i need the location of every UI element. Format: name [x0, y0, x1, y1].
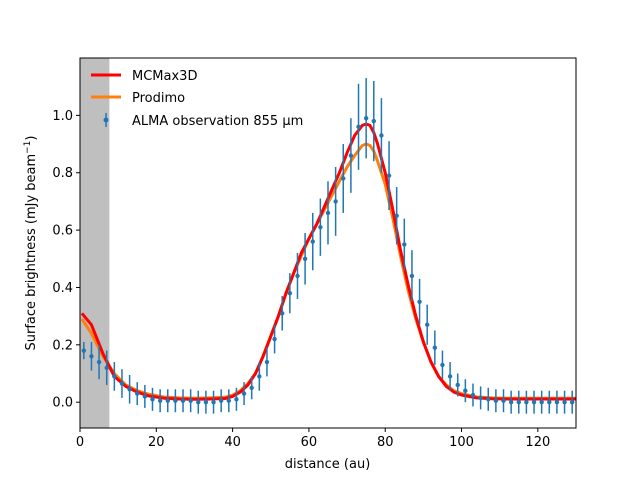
- data-point: [249, 385, 254, 391]
- data-point: [425, 322, 430, 327]
- shaded-region: [80, 58, 110, 428]
- data-point: [409, 273, 415, 279]
- y-axis: 0.0 0.2 0.4 0.6 0.8 1.0: [52, 109, 80, 411]
- x-axis: 0 20 40 60 80 100 120: [76, 428, 550, 450]
- data-point: [142, 394, 148, 399]
- data-point: [112, 374, 117, 379]
- data-point: [165, 398, 170, 403]
- series-group: [80, 78, 576, 414]
- data-point: [371, 118, 376, 124]
- y-tick-label: 1.0: [52, 109, 73, 124]
- data-point: [81, 348, 87, 353]
- y-tick-label: 0.6: [52, 224, 73, 239]
- data-point: [455, 382, 460, 388]
- data-point: [569, 399, 575, 405]
- data-point: [447, 374, 453, 379]
- data-point: [203, 399, 209, 405]
- data-point: [341, 176, 346, 181]
- data-point: [363, 116, 369, 121]
- plot-frame: [79, 57, 577, 429]
- legend-label: Prodimo: [132, 91, 185, 106]
- x-tick-label: 80: [377, 435, 394, 450]
- data-point: [241, 391, 247, 396]
- data-point: [508, 399, 514, 405]
- data-point: [226, 398, 231, 403]
- data-point: [432, 345, 438, 350]
- data-point: [257, 374, 262, 379]
- data-point: [318, 225, 323, 230]
- data-point: [333, 199, 338, 204]
- data-point: [234, 397, 239, 402]
- y-axis-label: Surface brightness (mJy beam−1): [23, 135, 39, 350]
- data-point: [173, 398, 178, 403]
- data-point: [394, 213, 399, 218]
- data-point: [379, 133, 384, 138]
- data-point: [325, 210, 331, 216]
- data-point: [150, 397, 155, 402]
- data-point: [470, 392, 476, 398]
- data-point: [310, 239, 315, 244]
- data-point: [180, 398, 186, 403]
- data-point: [478, 395, 483, 401]
- data-point: [547, 399, 552, 405]
- data-point: [302, 256, 308, 261]
- x-axis-label: distance (au): [285, 457, 371, 472]
- data-point: [402, 242, 407, 247]
- data-point: [440, 362, 445, 368]
- data-point: [531, 399, 537, 405]
- x-tick-label: 60: [301, 435, 318, 450]
- x-tick-label: 20: [148, 435, 165, 450]
- data-point: [348, 153, 354, 158]
- data-point: [493, 398, 499, 403]
- data-point: [127, 387, 132, 392]
- data-point: [218, 398, 224, 403]
- data-point: [89, 354, 94, 359]
- y-axis-label-superscript: −1: [23, 141, 33, 154]
- data-point: [516, 399, 521, 405]
- y-tick-label: 0.4: [52, 281, 73, 296]
- data-point: [272, 336, 277, 342]
- x-tick-label: 120: [525, 435, 550, 450]
- data-point: [417, 299, 422, 304]
- data-point: [539, 399, 544, 405]
- data-point: [463, 388, 468, 393]
- data-point: [280, 311, 285, 316]
- legend-label: MCMax3D: [132, 69, 197, 84]
- data-point: [119, 381, 125, 386]
- data-point: [135, 391, 140, 396]
- data-point: [188, 398, 193, 403]
- y-axis-label-main: Surface brightness (mJy beam: [24, 154, 39, 351]
- legend-label: ALMA observation 855 μm: [132, 114, 303, 129]
- y-tick-label: 0.0: [52, 396, 73, 411]
- data-point: [356, 124, 361, 130]
- data-point: [287, 290, 293, 296]
- data-point: [562, 399, 567, 405]
- data-point: [554, 399, 560, 405]
- legend: MCMax3D Prodimo ALMA observation 855 μm: [91, 69, 303, 129]
- x-tick-label: 0: [76, 435, 84, 450]
- data-point: [295, 273, 300, 279]
- data-point: [96, 359, 102, 365]
- data-point: [104, 365, 109, 370]
- data-point: [524, 399, 529, 405]
- data-point: [486, 397, 491, 402]
- data-point: [264, 359, 270, 365]
- y-axis-label-close: ): [24, 135, 39, 140]
- data-point: [211, 399, 216, 405]
- legend-swatch-marker: [103, 117, 109, 123]
- y-tick-label: 0.2: [52, 338, 73, 353]
- data-point: [386, 173, 392, 178]
- data-point: [196, 399, 201, 405]
- y-tick-label: 0.8: [52, 166, 73, 181]
- data-point: [501, 398, 506, 403]
- x-tick-label: 100: [449, 435, 474, 450]
- data-point: [157, 398, 163, 403]
- x-tick-label: 40: [224, 435, 241, 450]
